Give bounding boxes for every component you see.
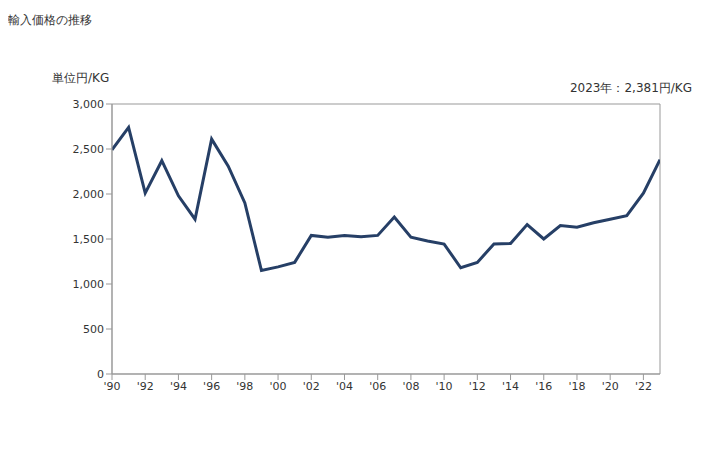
svg-text:2,500: 2,500 [73,143,105,156]
svg-text:'12: '12 [469,380,486,393]
svg-text:'18: '18 [568,380,585,393]
html-text:単位円/KG: 単位円/KG [52,71,110,85]
svg-text:1,500: 1,500 [73,233,105,246]
svg-text:'00: '00 [270,380,287,393]
svg-text:2,000: 2,000 [73,188,105,201]
svg-text:'94: '94 [170,380,187,393]
svg-text:'98: '98 [236,380,253,393]
svg-text:'10: '10 [436,380,453,393]
svg-text:'04: '04 [336,380,353,393]
svg-text:1,000: 1,000 [73,278,105,291]
svg-text:'14: '14 [502,380,519,393]
svg-text:0: 0 [97,368,104,381]
html-text:輸入価格の推移: 輸入価格の推移 [8,13,92,27]
svg-text:'90: '90 [103,380,120,393]
svg-text:500: 500 [83,323,104,336]
svg-text:'08: '08 [402,380,419,393]
svg-text:'06: '06 [369,380,386,393]
svg-text:'20: '20 [602,380,619,393]
svg-text:'92: '92 [137,380,154,393]
svg-text:'96: '96 [203,380,220,393]
svg-text:'22: '22 [635,380,652,393]
svg-text:3,000: 3,000 [73,98,105,111]
html-text:2023年：2,381円/KG: 2023年：2,381円/KG [569,81,692,95]
svg-text:'16: '16 [535,380,552,393]
svg-text:'02: '02 [303,380,320,393]
